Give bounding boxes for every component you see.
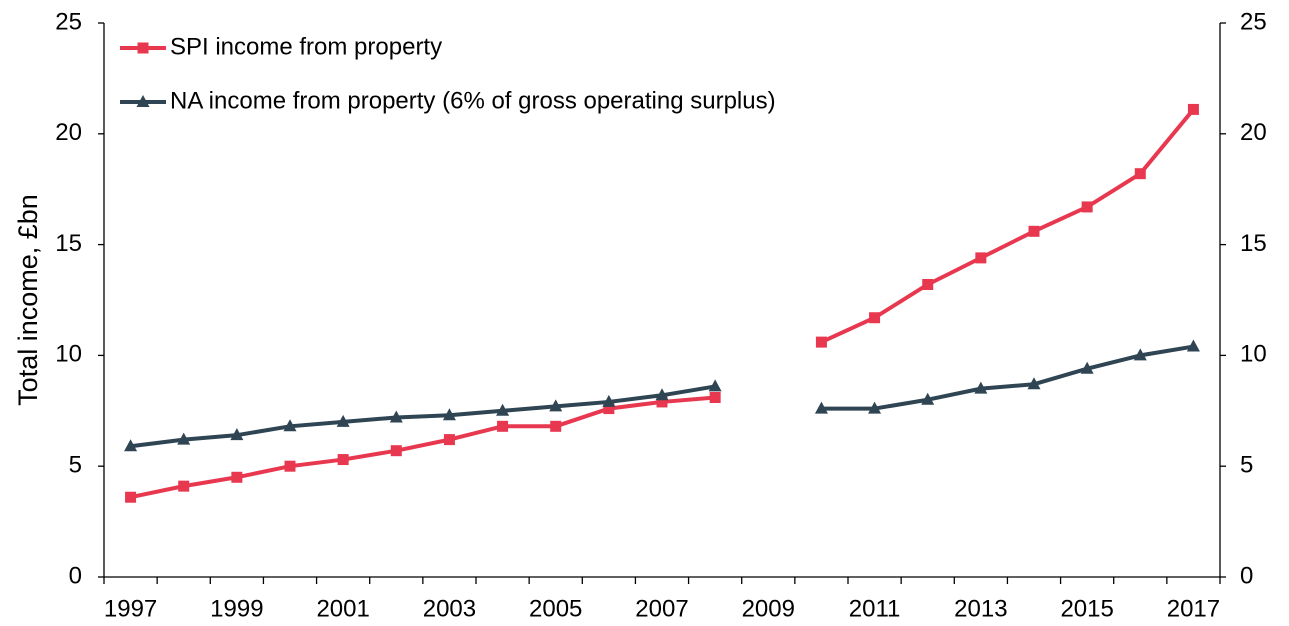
data-point — [231, 471, 243, 483]
data-point — [1133, 348, 1147, 361]
data-point — [124, 439, 138, 452]
data-point — [602, 394, 616, 407]
x-tick-label: 2005 — [529, 595, 582, 622]
y-tick-label: 10 — [55, 341, 82, 368]
data-point — [1028, 225, 1040, 237]
y-tick-label: 15 — [55, 230, 82, 257]
data-point — [708, 379, 722, 392]
data-point — [921, 392, 935, 405]
y2-tick-label: 0 — [1240, 562, 1253, 589]
data-point — [390, 445, 402, 457]
data-point — [496, 403, 510, 416]
data-point — [230, 428, 244, 441]
data-point — [389, 410, 403, 423]
legend-marker — [136, 95, 150, 107]
data-point — [603, 403, 615, 415]
y-tick-label: 5 — [69, 452, 82, 479]
x-tick-label: 2009 — [742, 595, 795, 622]
series-line — [821, 344, 1194, 411]
data-point — [125, 491, 137, 503]
y2-tick-label: 15 — [1240, 230, 1267, 257]
x-tick-label: 2013 — [954, 595, 1007, 622]
y-tick-label: 25 — [55, 8, 82, 35]
x-tick-label: 2017 — [1167, 595, 1220, 622]
series-line — [130, 384, 716, 449]
data-point — [1080, 361, 1094, 374]
x-tick-label: 2001 — [316, 595, 369, 622]
data-point — [975, 252, 987, 264]
data-point — [550, 420, 562, 432]
data-point — [1187, 103, 1199, 115]
data-point — [443, 434, 455, 446]
data-point — [656, 396, 668, 408]
legend-marker — [137, 42, 149, 54]
data-point — [283, 419, 297, 432]
data-point — [177, 432, 191, 445]
x-tick-label: 2003 — [423, 595, 476, 622]
legend-label: NA income from property (6% of gross ope… — [170, 87, 776, 114]
legend-label: SPI income from property — [170, 33, 442, 60]
data-point — [868, 401, 882, 414]
series-line — [130, 395, 716, 500]
y-tick-label: 20 — [55, 119, 82, 146]
data-point — [814, 401, 828, 414]
data-point — [922, 278, 934, 290]
data-point — [1081, 201, 1093, 213]
y2-tick-label: 5 — [1240, 452, 1253, 479]
data-point — [869, 312, 881, 324]
y2-tick-label: 10 — [1240, 341, 1267, 368]
y-axis-label: Total income, £bn — [13, 194, 43, 406]
data-point — [974, 381, 988, 394]
data-point — [442, 408, 456, 421]
data-point — [337, 454, 349, 466]
x-tick-label: 2007 — [635, 595, 688, 622]
series-line — [820, 108, 1195, 344]
x-tick-label: 2011 — [849, 595, 901, 622]
data-point — [1186, 339, 1200, 352]
x-tick-label: 1999 — [210, 595, 263, 622]
data-point — [1134, 168, 1146, 180]
data-point — [1027, 377, 1041, 390]
x-tick-label: 1997 — [104, 595, 157, 622]
y2-tick-label: 25 — [1240, 8, 1267, 35]
data-point — [549, 399, 563, 412]
data-point — [497, 420, 509, 432]
data-point — [815, 336, 827, 348]
y-tick-label: 0 — [69, 562, 82, 589]
x-tick-label: 2015 — [1060, 595, 1113, 622]
y2-tick-label: 20 — [1240, 119, 1267, 146]
data-point — [336, 414, 350, 427]
data-point — [709, 392, 721, 404]
data-point — [284, 460, 296, 472]
data-point — [178, 480, 190, 492]
data-point — [655, 388, 669, 401]
